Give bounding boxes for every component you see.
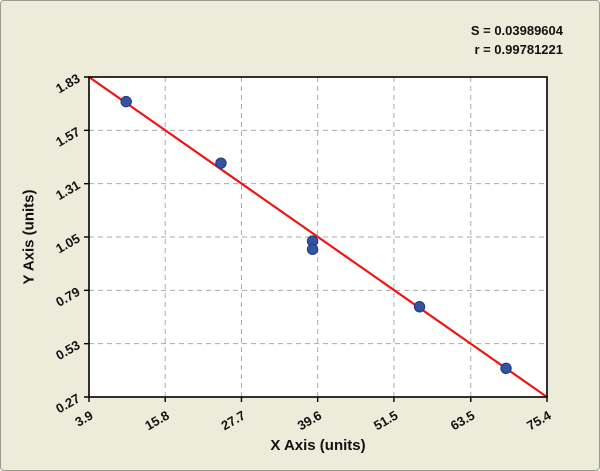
y-tick-label: 1.57 [53, 124, 82, 150]
x-tick-label: 63.5 [448, 408, 477, 434]
x-tick-label: 51.5 [371, 408, 400, 434]
y-tick-label: 0.53 [53, 337, 82, 363]
data-point [413, 301, 426, 313]
data-point [306, 243, 319, 256]
x-axis-label: X Axis (units) [270, 437, 366, 454]
x-tick-label: 3.9 [72, 408, 95, 430]
y-tick-label: 1.83 [53, 71, 82, 97]
y-tick-label: 1.05 [53, 231, 82, 257]
x-tick-label: 75.4 [524, 407, 554, 433]
r-value-label: r = 0.99781221 [474, 42, 563, 57]
data-point [215, 157, 227, 169]
y-tick-label: 1.31 [53, 177, 82, 203]
s-value-label: S = 0.03989604 [470, 23, 563, 38]
data-point [120, 95, 132, 108]
x-tick-label: 15.8 [142, 408, 171, 434]
regression-line [87, 75, 549, 399]
data-point [500, 362, 512, 374]
y-axis-label: Y Axis (units) [20, 189, 38, 285]
x-tick-label: 27.7 [219, 408, 248, 434]
x-tick-label: 39.6 [295, 408, 324, 434]
stats-annotation: S = 0.03989604 r = 0.99781221 [471, 21, 563, 59]
y-tick-label: 0.79 [53, 284, 82, 310]
